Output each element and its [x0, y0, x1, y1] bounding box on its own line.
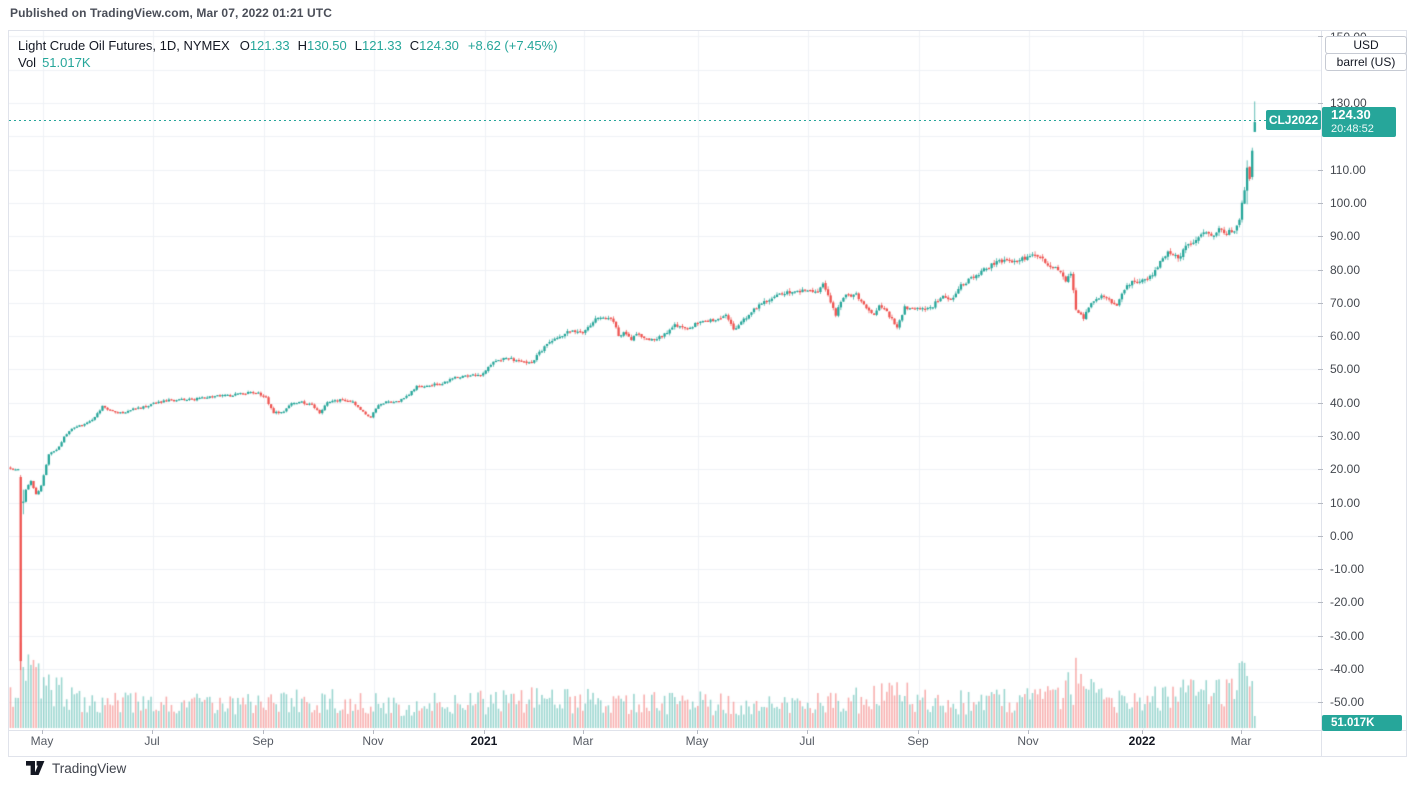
last-price-value: 124.30: [1331, 107, 1371, 122]
legend-open-value: 121.33: [249, 38, 290, 53]
price-axis-label: 60.00: [1330, 329, 1361, 344]
price-axis-label: 110.00: [1330, 162, 1366, 177]
price-axis-tick: [1318, 203, 1323, 204]
tradingview-logo-icon: [26, 761, 45, 775]
time-axis-month-label: Sep: [907, 734, 929, 748]
price-axis-tick: [1318, 369, 1323, 370]
time-axis-month-label: Sep: [252, 734, 274, 748]
last-price-dotted-line: [9, 120, 1266, 121]
price-axis-label: 10.00: [1330, 495, 1361, 510]
price-axis-label: 80.00: [1330, 262, 1361, 277]
time-axis-month-label: Jul: [799, 734, 815, 748]
price-axis-label: -10.00: [1330, 562, 1365, 577]
time-axis-month-label: May: [685, 734, 709, 748]
price-axis-label: 30.00: [1330, 429, 1361, 444]
price-axis-tick: [1318, 36, 1323, 37]
price-axis-tick: [1318, 336, 1323, 337]
price-axis-label: 130.00: [1330, 96, 1367, 111]
price-axis-label: 40.00: [1330, 395, 1361, 410]
tradingview-logo-link[interactable]: TradingView: [26, 760, 126, 776]
price-axis-label: 0.00: [1330, 528, 1354, 543]
tradingview-brand-text: TradingView: [52, 760, 127, 776]
legend-high-value: 130.50: [306, 38, 347, 53]
time-axis-month-label: Mar: [572, 734, 594, 748]
price-axis-tick: [1318, 236, 1323, 237]
price-axis-tick: [1318, 636, 1323, 637]
time-axis-tick: [42, 730, 43, 734]
last-price-badge: 124.30 20:48:52: [1322, 107, 1396, 137]
price-axis-tick: [1318, 403, 1323, 404]
legend-close-value: 124.30: [419, 38, 459, 53]
legend-low-value: 121.33: [361, 38, 402, 53]
price-axis-tick: [1318, 602, 1323, 603]
price-axis-label: -40.00: [1330, 662, 1365, 677]
time-axis-month-label: Mar: [1230, 734, 1252, 748]
price-axis-label: 50.00: [1330, 362, 1361, 377]
unit-measure-box: barrel (US): [1325, 53, 1407, 71]
price-axis-tick: [1318, 469, 1323, 470]
time-axis-tick: [484, 730, 485, 734]
time-axis-month-label: Jul: [144, 734, 160, 748]
bar-countdown-timer: 20:48:52: [1331, 123, 1374, 135]
price-axis-tick: [1318, 303, 1323, 304]
unit-currency-box: USD: [1325, 36, 1407, 54]
volume-axis-badge: 51.017K: [1322, 715, 1402, 731]
time-axis-tick: [918, 730, 919, 734]
time-axis-month-label: Nov: [1017, 734, 1039, 748]
price-axis-tick: [1318, 569, 1323, 570]
time-axis-tick: [373, 730, 374, 734]
legend-low-label: L: [354, 38, 362, 53]
symbol-price-label: CLJ2022: [1266, 110, 1321, 130]
legend-close-label: C: [409, 38, 420, 53]
price-axis-tick: [1318, 669, 1323, 670]
price-axis-label: -30.00: [1330, 628, 1365, 643]
chart-container: CLJ2022 Light Crude Oil Futures, 1D, NYM…: [8, 30, 1407, 757]
time-axis-tick: [1241, 730, 1242, 734]
legend-high-label: H: [297, 38, 307, 53]
time-axis-tick: [1028, 730, 1029, 734]
time-axis-tick: [807, 730, 808, 734]
time-axis-tick: [583, 730, 584, 734]
time-axis-tick: [697, 730, 698, 734]
price-axis-tick: [1318, 170, 1323, 171]
time-axis-year-label: 2022: [1128, 734, 1156, 748]
price-axis-label: 100.00: [1330, 195, 1367, 210]
legend-open-label: O: [239, 38, 250, 53]
price-axis-tick: [1318, 436, 1323, 437]
time-axis-year-label: 2021: [470, 734, 498, 748]
time-axis-tick: [152, 730, 153, 734]
price-axis-tick: [1318, 270, 1323, 271]
time-axis-month-label: Nov: [362, 734, 384, 748]
legend-volume-label: Vol: [18, 55, 37, 70]
price-axis-label: 90.00: [1330, 229, 1361, 244]
price-axis-separator: [1321, 31, 1322, 756]
time-axis-tick: [263, 730, 264, 734]
price-axis-label: -20.00: [1330, 595, 1365, 610]
price-axis-tick: [1318, 103, 1323, 104]
price-axis-label: 70.00: [1330, 295, 1361, 310]
time-axis-month-label: May: [30, 734, 54, 748]
chart-legend: Light Crude Oil Futures, 1D, NYMEX O121.…: [18, 37, 558, 71]
time-axis-separator: [9, 730, 1406, 731]
price-chart-canvas[interactable]: [9, 31, 1321, 730]
legend-volume-value: 51.017K: [42, 55, 91, 70]
price-axis-label: -50.00: [1330, 695, 1365, 710]
legend-symbol-title: Light Crude Oil Futures, 1D, NYMEX: [18, 38, 230, 53]
price-axis-tick: [1318, 536, 1323, 537]
legend-change: +8.62 (+7.45%): [467, 38, 558, 53]
published-caption: Published on TradingView.com, Mar 07, 20…: [10, 6, 332, 20]
time-axis-tick: [1142, 730, 1143, 734]
price-axis-tick: [1318, 702, 1323, 703]
price-axis-tick: [1318, 503, 1323, 504]
price-axis-label: 20.00: [1330, 462, 1361, 477]
